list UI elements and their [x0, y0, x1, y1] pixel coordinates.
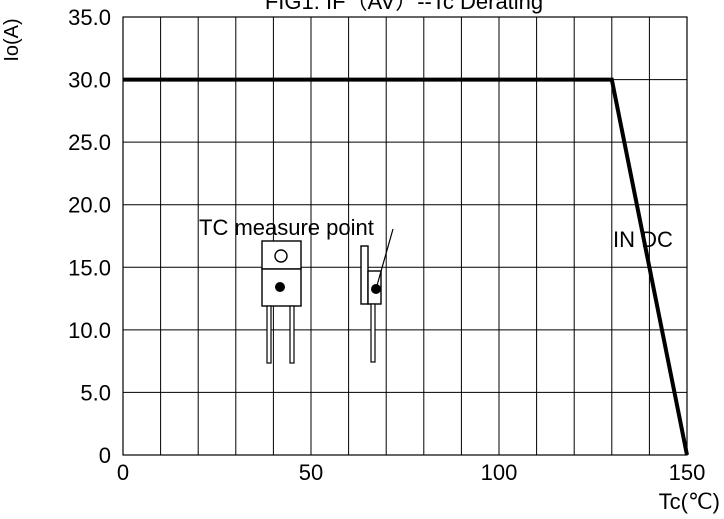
x-tick-label: 50	[299, 460, 323, 485]
measure-point-leader	[375, 228, 394, 290]
plot-border	[122, 16, 688, 456]
x-tick-label: 150	[669, 460, 706, 485]
chart-title: FIG1. IF（AV）--Tc Derating	[265, 0, 543, 14]
y-axis-label: Io(A)	[1, 18, 23, 61]
y-tick-label: 25.0	[68, 130, 111, 155]
package-side-tab	[360, 245, 369, 305]
to220-package-front-icon	[261, 240, 302, 364]
y-tick-labels: 0 5.0 10.0 15.0 20.0 25.0 30.0 35.0	[68, 5, 111, 468]
series-layer	[123, 77, 689, 456]
grid	[123, 17, 687, 455]
x-tick-label: 0	[117, 460, 129, 485]
y-tick-label: 0	[99, 443, 111, 468]
x-tick-labels: 0 50 100 150	[117, 460, 705, 485]
package-hole	[274, 249, 288, 263]
annotation-layer: TC measure point IN DC	[199, 215, 673, 364]
tc-measure-point-label: TC measure point	[199, 215, 374, 240]
series-line-in-dc	[123, 77, 689, 456]
y-tick-label: 30.0	[68, 68, 111, 93]
y-tick-label: 20.0	[68, 193, 111, 218]
x-axis-label: Tc(℃)	[659, 489, 720, 514]
package-side-lead	[370, 303, 376, 363]
series-label-in-dc: IN DC	[613, 227, 673, 252]
y-tick-label: 35.0	[68, 5, 111, 30]
plot-frame	[122, 16, 688, 456]
to220-package-side-icon	[360, 228, 394, 363]
y-tick-label: 10.0	[68, 318, 111, 343]
y-tick-label: 5.0	[80, 380, 111, 405]
x-tick-label: 100	[481, 460, 518, 485]
y-tick-label: 15.0	[68, 255, 111, 280]
package-lead-right	[289, 305, 295, 364]
package-lead-left	[266, 305, 272, 364]
front-measure-dot	[275, 282, 285, 292]
